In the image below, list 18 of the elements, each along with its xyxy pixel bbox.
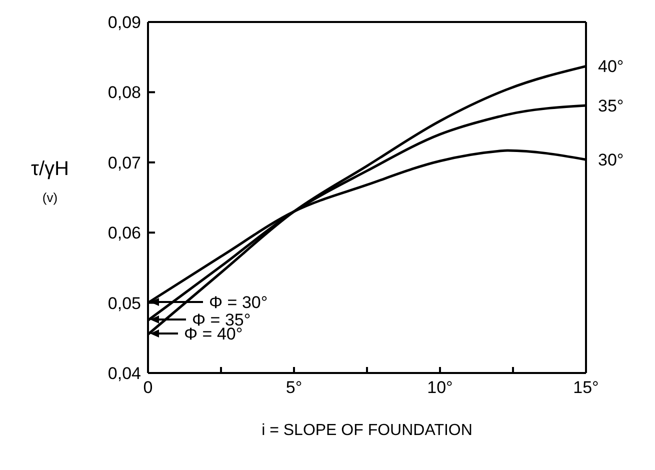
y-tick-label: 0,04 [108, 364, 141, 384]
series-label: 30° [598, 150, 624, 170]
text: (v) [41, 190, 59, 205]
series-label: 40° [598, 57, 624, 76]
x-axis-title: i = SLOPE OF FOUNDATION [262, 422, 472, 439]
y-axis-title: τ/γH [30, 158, 70, 181]
x-tick-label: 10° [427, 378, 453, 398]
y-tick-label: 0,05 [108, 294, 141, 313]
x-tick-label: 5° [286, 378, 302, 398]
y-tick-label: 0,09 [108, 13, 141, 32]
series-label: 35° [598, 96, 624, 116]
y-tick-label: 0,08 [108, 83, 141, 102]
y-tick-label: 0,07 [108, 153, 141, 172]
x-tick-label: 15° [573, 378, 599, 398]
y-tick-label: 0,06 [108, 224, 141, 243]
x-tick-label: 0 [143, 378, 153, 398]
annotation: Φ = 40° [184, 324, 243, 344]
annotation: Φ = 30° [209, 293, 268, 312]
